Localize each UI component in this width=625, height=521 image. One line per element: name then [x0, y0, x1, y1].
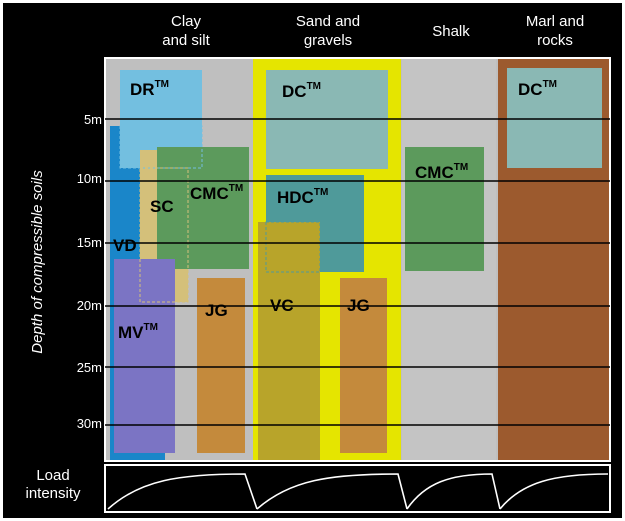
- panel-border: [104, 57, 611, 462]
- technique-cmc-box: [405, 147, 484, 271]
- depth-tick-30m: 30m: [76, 416, 102, 431]
- technique-dc-box: [507, 68, 602, 168]
- depth-tick-25m: 25m: [76, 360, 102, 375]
- technique-label-sc: SC: [150, 197, 174, 216]
- load-label-line: Load: [36, 467, 70, 484]
- technique-label-dc: DCTM: [282, 81, 321, 101]
- column-header-line: and silt: [162, 32, 210, 49]
- technique-mv-box: [114, 259, 175, 453]
- column-header-line: Shalk: [432, 23, 470, 40]
- technique-label-vd: VD: [113, 236, 137, 255]
- depth-tick-20m: 20m: [76, 298, 102, 313]
- load-intensity-label: Load intensity: [3, 467, 103, 503]
- technique-label-vc: VC: [270, 296, 294, 315]
- technique-label-dc: DCTM: [518, 79, 557, 99]
- column-header-line: Marl and: [525, 13, 585, 30]
- load-curve-sand: [256, 473, 408, 510]
- technique-label-mv: MVTM: [118, 322, 158, 342]
- technique-label-cmc: CMCTM: [190, 183, 243, 203]
- column-header-sand-and-gravels: Sand and gravels: [258, 12, 398, 50]
- technique-label-jg: JG: [205, 301, 228, 320]
- technique-label-jg: JG: [347, 296, 370, 315]
- column-header-shalk: Shalk: [406, 22, 496, 41]
- load-curve-clay: [107, 473, 258, 510]
- technique-jg-box: [197, 278, 245, 453]
- depth-tick-15m: 15m: [76, 235, 102, 250]
- technique-cmc-box: [157, 147, 249, 269]
- load-curve-shalk: [406, 473, 501, 510]
- technique-jg-box: [340, 278, 387, 453]
- column-header-marl-and-rocks: Marl and rocks: [500, 12, 610, 50]
- column-header-line: Clay: [170, 13, 201, 30]
- column-header-line: gravels: [303, 32, 353, 49]
- technique-label-hdc: HDCTM: [277, 187, 328, 207]
- depth-tick-10m: 10m: [76, 171, 102, 186]
- load-curve-marl: [499, 473, 609, 510]
- column-header-line: Sand and: [295, 13, 361, 30]
- column-header-line: rocks: [537, 32, 573, 49]
- technique-vc-box: [258, 222, 320, 460]
- technique-label-dr: DRTM: [130, 79, 169, 99]
- technique-label-cmc: CMCTM: [415, 162, 468, 182]
- sc-overlap-outline: [139, 167, 189, 303]
- load-label-line: intensity: [25, 485, 81, 502]
- column-header-clay-and-silt: Clay and silt: [128, 12, 244, 50]
- depth-tick-5m: 5m: [83, 112, 102, 127]
- load-intensity-panel: [104, 464, 611, 513]
- hdc-overlap-outline: [265, 221, 321, 273]
